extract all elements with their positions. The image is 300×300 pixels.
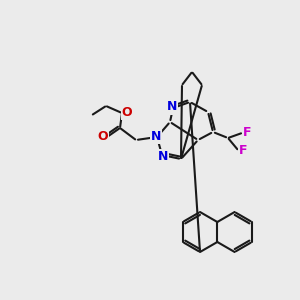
Text: O: O [122, 106, 132, 118]
Text: O: O [98, 130, 108, 142]
Text: N: N [151, 130, 161, 142]
Text: F: F [239, 143, 247, 157]
Text: N: N [167, 100, 177, 113]
Text: N: N [158, 149, 168, 163]
Text: F: F [243, 127, 251, 140]
